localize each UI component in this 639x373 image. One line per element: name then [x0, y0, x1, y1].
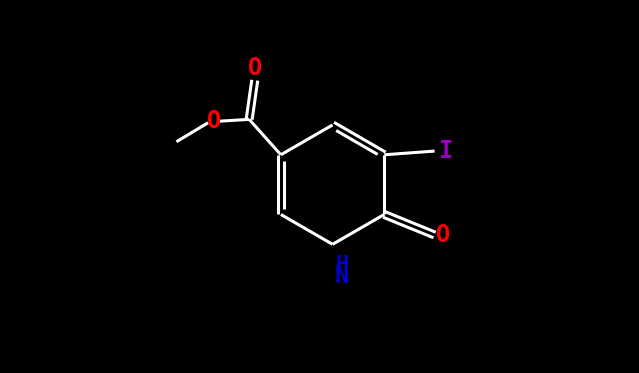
Text: I: I: [440, 139, 454, 163]
Text: H: H: [335, 255, 348, 275]
Text: N: N: [335, 264, 349, 288]
Text: O: O: [248, 56, 262, 80]
Text: O: O: [206, 109, 221, 133]
Text: O: O: [436, 223, 450, 247]
